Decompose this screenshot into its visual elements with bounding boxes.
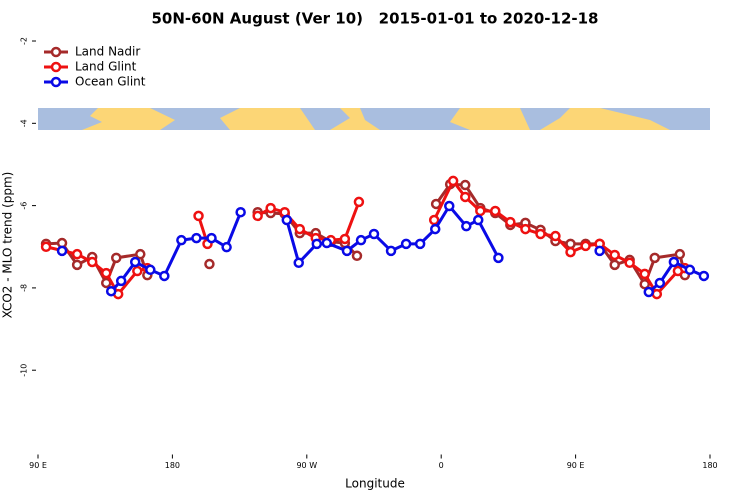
point	[414, 238, 426, 250]
point	[649, 252, 660, 264]
point	[674, 248, 686, 260]
point	[56, 245, 68, 257]
point	[550, 230, 561, 242]
point	[311, 238, 323, 250]
x-axis-label: Longitude	[345, 477, 405, 491]
point	[206, 232, 217, 244]
point	[129, 256, 141, 268]
point	[159, 270, 170, 282]
point	[475, 205, 486, 217]
point	[624, 257, 635, 269]
point	[565, 238, 576, 250]
y-tick-label: -8	[20, 284, 29, 292]
point	[145, 264, 156, 276]
y-axis-label: XCO2 - MLO trend (ppm)	[1, 172, 15, 319]
legend-marker	[50, 76, 62, 88]
point	[204, 258, 215, 270]
x-tick-label: 90 E	[29, 461, 47, 470]
point	[135, 248, 146, 260]
point	[355, 234, 367, 246]
point	[111, 252, 122, 264]
point	[639, 268, 650, 280]
point	[294, 223, 306, 235]
legend-label: Land Nadir	[75, 45, 140, 59]
point	[493, 252, 504, 264]
point	[100, 267, 112, 279]
x-tick-label: 180	[702, 461, 717, 470]
point	[643, 286, 655, 298]
point	[191, 232, 202, 244]
point	[459, 191, 471, 203]
map-strip	[38, 108, 710, 130]
point	[400, 238, 412, 250]
point	[221, 241, 232, 253]
point	[609, 249, 620, 261]
legend-marker	[50, 46, 62, 58]
point	[520, 223, 531, 235]
point	[281, 214, 293, 226]
point	[132, 265, 143, 277]
point	[698, 270, 710, 282]
point	[429, 223, 441, 235]
point	[609, 259, 620, 271]
legend-label: Ocean Glint	[75, 75, 146, 89]
point	[293, 257, 304, 269]
point	[368, 228, 380, 240]
point	[444, 200, 455, 212]
point	[341, 245, 353, 257]
point	[339, 233, 351, 245]
legend-label: Land Glint	[75, 60, 137, 74]
point	[71, 259, 83, 271]
point	[353, 196, 365, 208]
x-tick-label: 90 E	[567, 461, 585, 470]
point	[684, 264, 696, 276]
point	[86, 256, 98, 268]
point	[265, 202, 276, 214]
point	[505, 216, 516, 228]
point	[668, 256, 680, 268]
point	[321, 237, 333, 249]
point	[639, 278, 650, 290]
point	[385, 245, 397, 257]
point	[235, 206, 246, 218]
point	[71, 248, 83, 260]
y-tick-label: -10	[20, 364, 29, 377]
point	[535, 228, 546, 240]
point	[447, 175, 459, 187]
point	[252, 210, 263, 222]
point	[459, 179, 471, 191]
point	[428, 214, 440, 226]
x-tick-label: 90 W	[296, 461, 317, 470]
point	[580, 240, 591, 252]
point	[472, 214, 484, 226]
point	[654, 277, 666, 289]
point	[565, 246, 576, 258]
point	[105, 285, 117, 297]
chart-title: 50N-60N August (Ver 10) 2015-01-01 to 20…	[152, 10, 599, 28]
point	[490, 205, 501, 217]
point	[351, 250, 363, 262]
legend-marker	[50, 61, 62, 73]
point	[40, 241, 52, 253]
x-tick-label: 0	[439, 461, 444, 470]
x-tick-label: 180	[165, 461, 180, 470]
point	[193, 210, 204, 222]
point	[461, 220, 472, 232]
y-tick-label: -2	[20, 37, 29, 45]
point	[115, 275, 127, 287]
point	[594, 245, 605, 257]
y-tick-label: -4	[20, 119, 29, 127]
y-tick-label: -6	[20, 202, 29, 210]
point	[651, 288, 663, 300]
point	[430, 198, 442, 210]
point	[176, 234, 187, 246]
